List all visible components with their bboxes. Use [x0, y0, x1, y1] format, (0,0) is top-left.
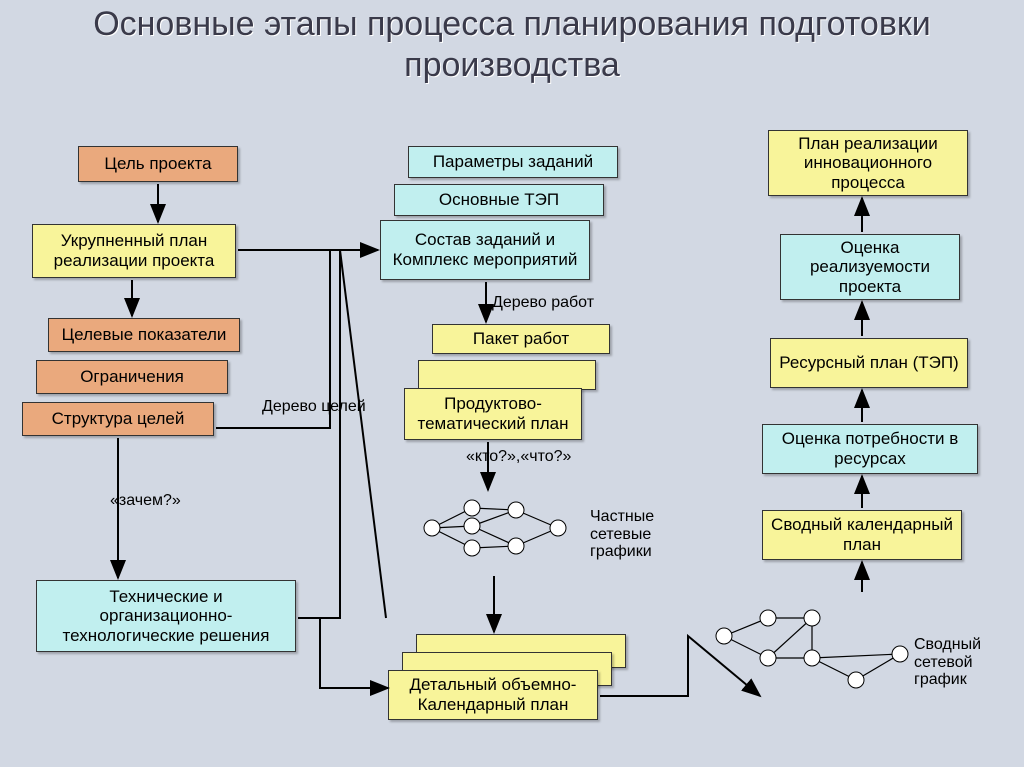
box-composition: Состав заданий и Комплекс мероприятий: [380, 220, 590, 280]
page-title: Основные этапы процесса планирования под…: [0, 4, 1024, 86]
box-params: Параметры заданий: [408, 146, 618, 178]
box-tech: Технические и организационно-технологиче…: [36, 580, 296, 652]
box-goal: Цель проекта: [78, 146, 238, 182]
label-summary-net: Сводный сетевой график: [914, 636, 1004, 689]
box-goalstruct: Структура целей: [22, 402, 214, 436]
label-tree-goals: Дерево целей: [262, 398, 366, 416]
box-packet1: Пакет работ: [432, 324, 610, 354]
box-constraints: Ограничения: [36, 360, 228, 394]
box-planreal: План реализации инновационного процесса: [768, 130, 968, 196]
box-tep: Основные ТЭП: [394, 184, 604, 216]
label-who-what: «кто?»,«что?»: [466, 448, 571, 466]
label-tree-work: Дерево работ: [492, 294, 594, 312]
label-why: «зачем?»: [110, 492, 181, 510]
box-prodplan: Продуктово-тематический план: [404, 388, 582, 440]
box-calendar: Сводный календарный план: [762, 510, 962, 560]
box-assess: Оценка реализуемости проекта: [780, 234, 960, 300]
box-resplan: Ресурсный план (ТЭП): [770, 338, 968, 388]
label-private-net: Частные сетевые графики: [590, 508, 680, 561]
box-targets: Целевые показатели: [48, 318, 240, 352]
box-packet2: [418, 360, 596, 390]
box-plan: Укрупненный план реализации проекта: [32, 224, 236, 278]
box-detailplan: Детальный объемно-Календарный план: [388, 670, 598, 720]
box-resneed: Оценка потребности в ресурсах: [762, 424, 978, 474]
